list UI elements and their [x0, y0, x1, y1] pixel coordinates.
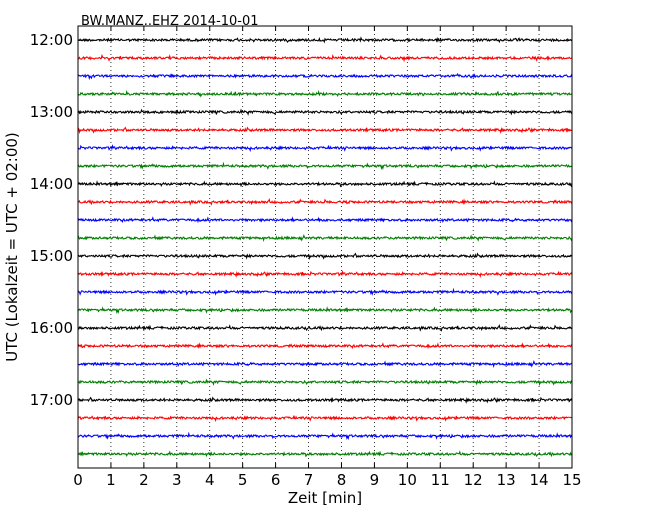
axis-ticks	[77, 26, 573, 468]
x-tick-label: 2	[139, 471, 149, 489]
seismogram-trace	[77, 378, 573, 387]
y-tick-label: 13:00	[30, 103, 73, 121]
plot-frame	[77, 25, 573, 469]
x-tick-label: 3	[172, 471, 182, 489]
seismogram-trace	[77, 161, 573, 171]
seismogram-trace	[77, 89, 573, 98]
y-tick-label: 12:00	[30, 31, 73, 49]
x-tick-label: 0	[73, 471, 83, 489]
chart-title: BW.MANZ..EHZ 2014-10-01	[81, 14, 259, 29]
seismogram-trace	[77, 126, 573, 135]
seismogram-trace	[77, 252, 573, 261]
seismogram-trace	[77, 198, 573, 206]
x-tick-label: 9	[370, 471, 380, 489]
x-tick-label: 4	[205, 471, 215, 489]
y-tick-label: 15:00	[30, 247, 73, 265]
seismogram-trace	[77, 216, 573, 224]
x-tick-label: 12	[464, 471, 483, 489]
seismogram-trace	[77, 270, 573, 279]
y-tick-labels: 12:00 13:00 14:00 15:00 16:00 17:00	[30, 31, 73, 409]
seismogram-trace	[77, 53, 573, 63]
seismogram-trace	[77, 306, 573, 315]
seismogram-trace	[77, 415, 573, 423]
seismogram-trace	[77, 360, 573, 369]
x-tick-label: 1	[106, 471, 116, 489]
seismogram-trace	[77, 450, 573, 458]
seismogram-trace	[77, 287, 573, 296]
x-tick-label: 8	[337, 471, 347, 489]
seismogram-trace	[77, 144, 573, 153]
seismogram-trace	[77, 72, 573, 81]
y-tick-label: 17:00	[30, 391, 73, 409]
seismogram-trace	[77, 431, 573, 441]
x-tick-label: 6	[271, 471, 281, 489]
seismogram-trace	[77, 396, 573, 405]
y-tick-label: 16:00	[30, 319, 73, 337]
x-tick-labels: 0 1 2 3 4 5 6 7 8 9 10 11 12 13 14 15	[73, 471, 581, 489]
y-tick-label: 14:00	[30, 175, 73, 193]
grid-lines	[110, 26, 540, 468]
seismogram-trace	[77, 108, 573, 116]
x-tick-label: 10	[398, 471, 417, 489]
x-tick-label: 14	[530, 471, 549, 489]
x-tick-label: 5	[238, 471, 248, 489]
x-axis-label: Zeit [min]	[288, 489, 362, 507]
x-tick-label: 7	[304, 471, 314, 489]
y-axis-label: UTC (Lokalzeit = UTC + 02:00)	[3, 132, 21, 362]
seismogram-trace	[77, 180, 573, 188]
seismogram-trace	[77, 342, 573, 350]
seismogram-trace	[77, 324, 573, 332]
trace-group	[77, 36, 573, 458]
seismogram-trace	[77, 234, 573, 243]
x-tick-label: 13	[497, 471, 516, 489]
x-tick-label: 15	[562, 471, 581, 489]
x-tick-label: 11	[431, 471, 450, 489]
seismogram-trace	[77, 36, 572, 44]
